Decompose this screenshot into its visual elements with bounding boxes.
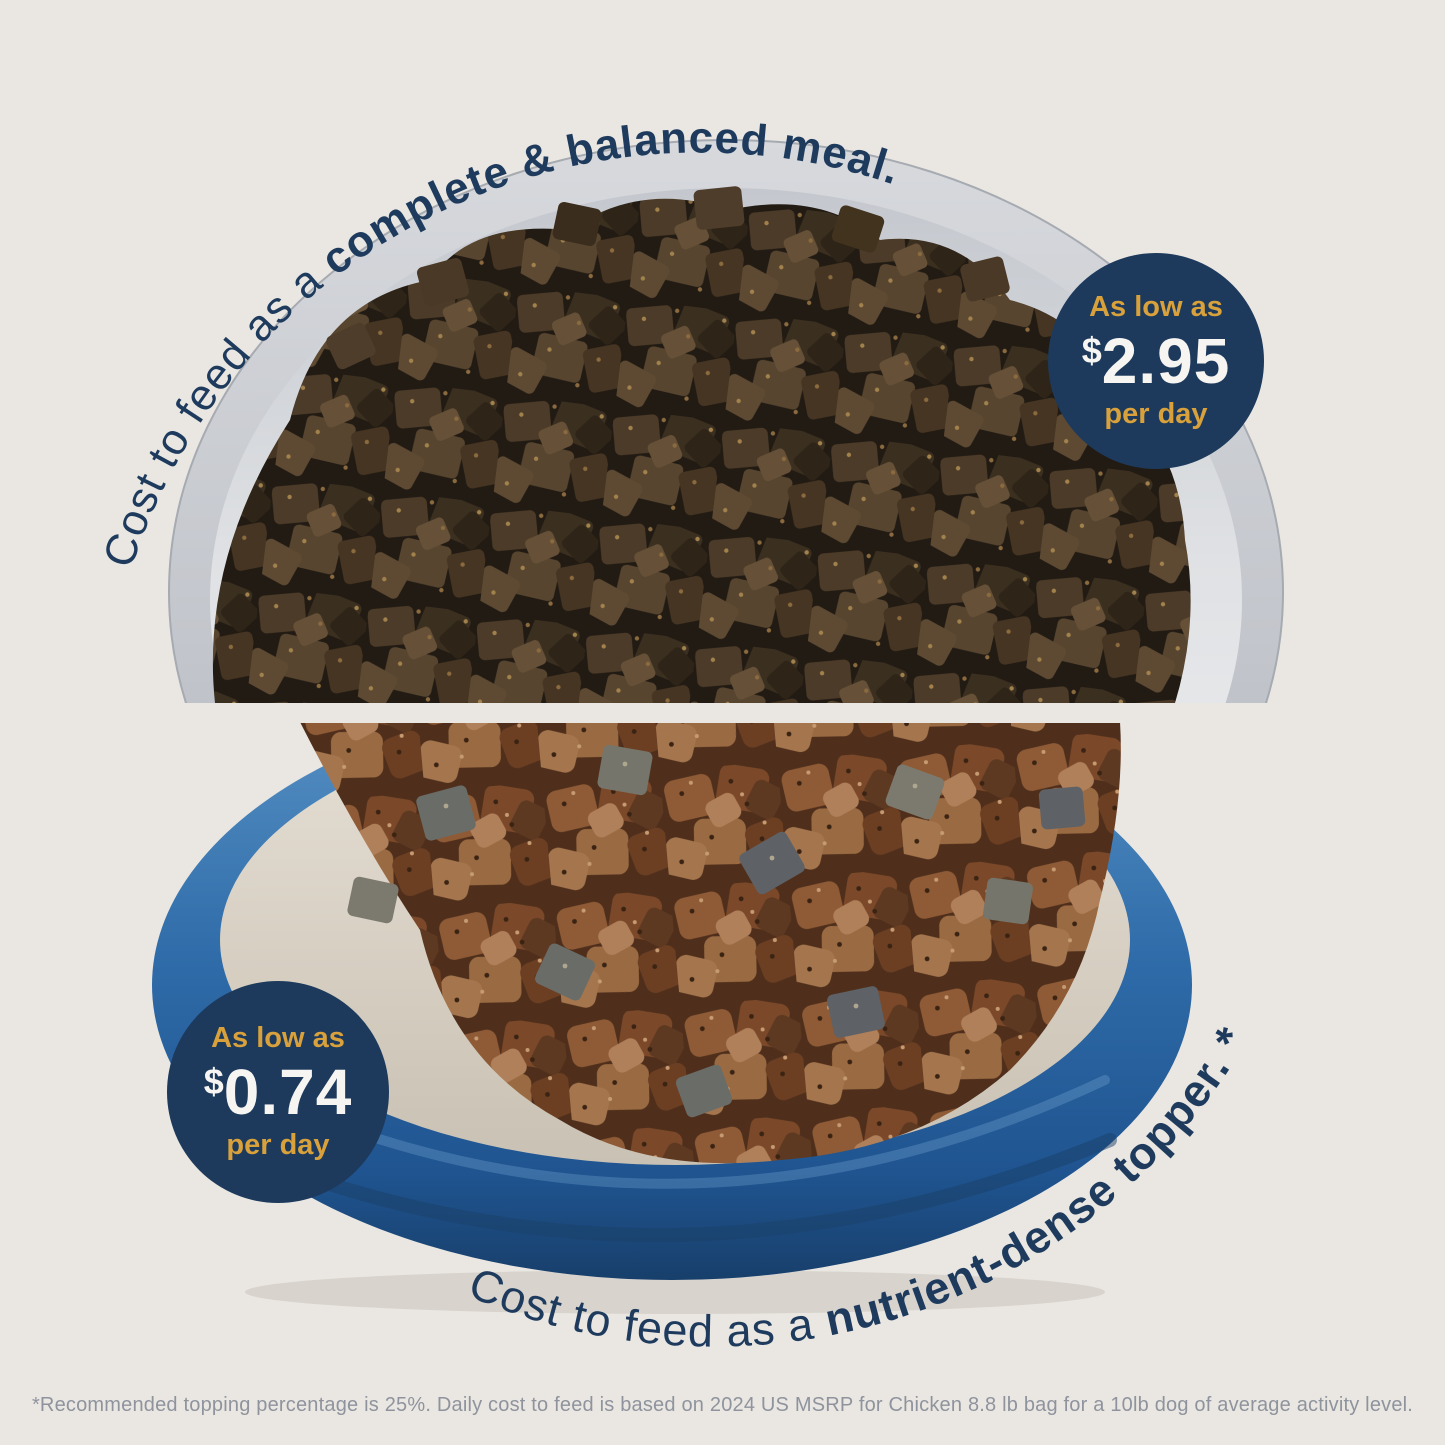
badge-price: $2.95 xyxy=(1082,328,1231,395)
badge-as-low-as: As low as xyxy=(211,1022,345,1055)
price-badge-topper: As low as $0.74 per day xyxy=(167,981,389,1203)
badge-per-day: per day xyxy=(226,1128,330,1161)
badge-per-day: per day xyxy=(1104,397,1208,430)
badge-price: $0.74 xyxy=(204,1059,353,1126)
badge-as-low-as: As low as xyxy=(1089,291,1223,324)
price-amount: 0.74 xyxy=(223,1056,353,1129)
top-bowl-photo xyxy=(168,139,1284,703)
bottom-bowl-food xyxy=(300,723,1121,1164)
price-badge-complete-meal: As low as $2.95 per day xyxy=(1048,253,1264,469)
freeze-dried-topper-pieces xyxy=(347,744,1086,1118)
blue-bowl-bottom-shade xyxy=(228,1133,1117,1243)
top-bowl-food xyxy=(212,198,1191,703)
footnote-disclaimer: *Recommended topping percentage is 25%. … xyxy=(31,1394,1414,1416)
currency-symbol: $ xyxy=(1081,330,1102,372)
price-amount: 2.95 xyxy=(1101,325,1231,398)
currency-symbol: $ xyxy=(203,1061,224,1103)
bowl-shadow xyxy=(245,1270,1105,1314)
